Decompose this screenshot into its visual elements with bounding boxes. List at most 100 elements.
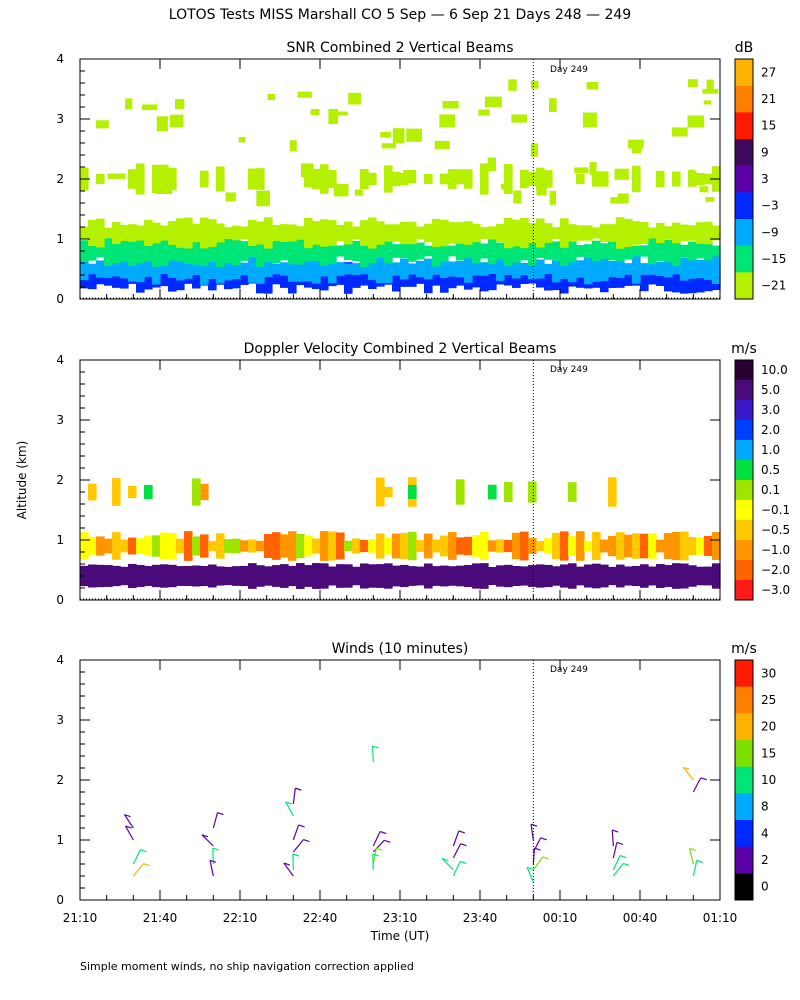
snr-cell [552,255,561,283]
doppler-cell [368,539,377,553]
snr-cell [487,157,496,172]
snr-cell [296,226,305,240]
snr-cell [96,260,105,278]
snr-cell [688,169,696,178]
doppler-colorbar-label: 2.0 [761,423,780,437]
snr-cell [392,262,401,276]
snr-colorbar-swatch [735,59,753,87]
doppler-cell [344,540,353,552]
snr-cell [664,226,673,240]
snr-cell [706,79,714,92]
snr-ytick-label: 1 [56,232,64,246]
snr-cell [712,225,721,241]
doppler-cell [712,532,721,560]
snr-cell [592,256,601,282]
doppler-cell [696,566,705,586]
snr-cell [304,217,313,249]
doppler-cell [120,566,129,586]
snr-cell [328,170,337,188]
doppler-cell [672,531,681,561]
snr-cell [632,254,641,284]
doppler-cell [264,566,273,586]
doppler-cell [384,537,393,555]
doppler-colorbar-swatch [735,580,753,601]
snr-cell [712,245,721,257]
wind-barb [372,853,374,871]
snr-cell [360,263,369,275]
snr-cell [400,243,409,259]
snr-cell [480,264,489,292]
snr-cell [704,241,713,261]
snr-cell [536,167,545,191]
snr-cell [403,170,417,184]
snr-cell [184,238,193,264]
snr-cell [600,171,609,187]
snr-cell [88,219,97,247]
snr-ytick-label: 0 [56,292,64,306]
doppler-cell [272,565,281,587]
snr-cell [312,254,321,284]
doppler-cell [552,532,561,560]
wind-barb-flag [303,839,310,843]
snr-cell [112,222,121,244]
snr-cell [544,170,553,188]
snr-cell [288,256,297,282]
snr-cell [152,253,161,285]
snr-cell [712,254,721,284]
doppler-cell [600,539,609,553]
snr-cell [624,242,633,260]
snr-cell [448,245,457,257]
doppler-colorbar-swatch [735,360,753,381]
snr-cell [440,173,449,185]
doppler-cell [400,532,409,560]
snr-cell [384,224,393,242]
doppler-cell [264,534,273,558]
doppler-cell [376,564,385,588]
snr-cell [576,260,585,278]
wind-barb [132,863,144,877]
doppler-cell [480,563,489,589]
snr-cell [184,259,193,279]
doppler-cell [320,563,329,589]
snr-cell [552,241,561,261]
doppler-cell [664,533,673,559]
snr-cell [640,264,649,292]
snr-cell [344,221,353,245]
snr-colorbar-label: 15 [761,119,776,133]
snr-cell [440,219,449,247]
snr-cell [336,262,345,276]
snr-cell [664,239,673,263]
snr-cell [628,139,644,149]
doppler-cell [328,531,337,561]
doppler-cell [256,540,265,552]
doppler-cell [160,564,169,588]
snr-cell [576,225,585,241]
x-tick-label: 00:10 [543,911,578,925]
snr-colorbar-swatch [735,165,753,193]
snr-cell [592,171,601,187]
doppler-cell [144,566,153,586]
snr-cell [232,225,241,241]
snr-day-marker-label: Day 249 [550,65,588,75]
snr-cell [175,99,185,109]
snr-cell [672,263,681,275]
doppler-cell [120,539,129,553]
wind-barb-flag [441,857,449,862]
snr-cell [472,223,481,243]
snr-cell [160,225,169,241]
snr-cell [381,143,396,149]
snr-cell [264,261,273,277]
winds-colorbar-swatch [735,686,753,714]
doppler-ytick-label: 4 [56,353,64,367]
doppler-cell [704,535,713,557]
doppler-cell [176,566,185,586]
snr-cell [376,244,385,258]
snr-cell [560,218,569,248]
snr-cell [400,221,409,245]
snr-cell [600,224,609,242]
doppler-panel-title: Doppler Velocity Combined 2 Vertical Bea… [244,341,557,357]
snr-cell [488,226,497,240]
wind-barb [612,842,618,859]
snr-cell [528,258,537,280]
